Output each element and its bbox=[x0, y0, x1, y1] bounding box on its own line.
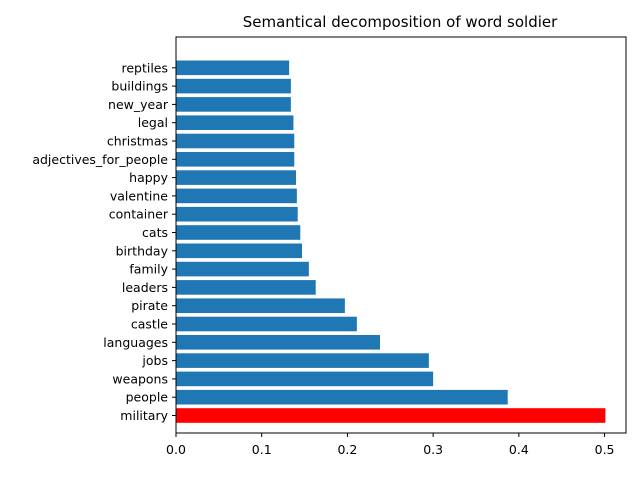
chart-title: Semantical decomposition of word soldier bbox=[243, 13, 558, 31]
bars-group bbox=[176, 60, 606, 423]
y-tick-label: birthday bbox=[116, 243, 169, 258]
y-tick-label: happy bbox=[129, 170, 168, 185]
x-tick-label: 0.3 bbox=[423, 442, 443, 457]
bar-leaders bbox=[176, 280, 316, 295]
x-tick-label: 0.2 bbox=[337, 442, 357, 457]
bar-military bbox=[176, 408, 606, 423]
y-tick-label: new_year bbox=[108, 97, 169, 112]
y-tick-label: cats bbox=[142, 225, 168, 240]
x-tick-label: 0.4 bbox=[509, 442, 529, 457]
bar-jobs bbox=[176, 353, 429, 368]
bar-adjectives-for-people bbox=[176, 152, 295, 167]
y-tick-label: container bbox=[109, 207, 169, 222]
bar-valentine bbox=[176, 188, 297, 204]
y-tick-label: reptiles bbox=[121, 60, 168, 75]
plot-frame bbox=[175, 36, 627, 434]
bar-happy bbox=[176, 170, 296, 185]
bar-castle bbox=[176, 316, 357, 332]
y-tick-label: jobs bbox=[141, 353, 168, 368]
bar-reptiles bbox=[176, 60, 290, 76]
y-tick-label: family bbox=[129, 262, 168, 277]
x-tick-label: 0.5 bbox=[595, 442, 615, 457]
y-tick-label: leaders bbox=[122, 280, 168, 295]
y-tick-label: legal bbox=[138, 115, 168, 130]
bar-buildings bbox=[176, 78, 291, 94]
bar-family bbox=[176, 261, 309, 277]
bar-new-year bbox=[176, 97, 291, 112]
x-axis-ticks: 0.0 0.1 0.2 0.3 0.4 0.5 bbox=[166, 433, 615, 457]
x-tick-label: 0.0 bbox=[166, 442, 186, 457]
y-tick-label: adjectives_for_people bbox=[32, 152, 168, 167]
y-axis-ticks: military people weapons jobs languages castle… bbox=[32, 60, 176, 423]
y-tick-label: buildings bbox=[111, 79, 168, 94]
bar-weapons bbox=[176, 371, 434, 387]
bar-christmas bbox=[176, 133, 295, 149]
y-tick-label: weapons bbox=[112, 371, 168, 386]
bar-container bbox=[176, 206, 298, 222]
bar-birthday bbox=[176, 243, 302, 259]
y-tick-label: languages bbox=[103, 335, 168, 350]
y-tick-label: castle bbox=[131, 317, 168, 332]
y-tick-label: valentine bbox=[110, 188, 168, 203]
y-tick-label: people bbox=[126, 390, 169, 405]
bar-cats bbox=[176, 225, 301, 240]
y-tick-label: pirate bbox=[131, 298, 168, 313]
bar-people bbox=[176, 389, 508, 405]
bar-legal bbox=[176, 115, 294, 130]
x-tick-label: 0.1 bbox=[252, 442, 272, 457]
bar-languages bbox=[176, 335, 380, 350]
y-tick-label: military bbox=[120, 408, 168, 423]
bar-pirate bbox=[176, 298, 345, 313]
y-tick-label: christmas bbox=[107, 134, 168, 149]
